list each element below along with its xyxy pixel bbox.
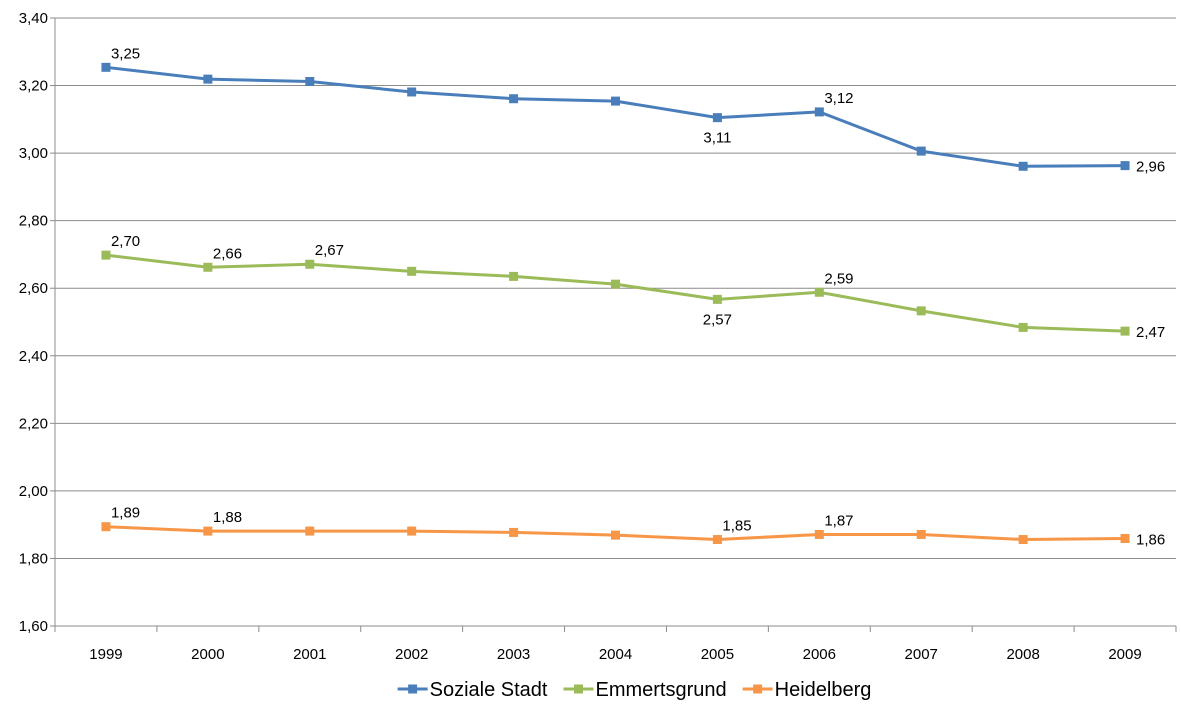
x-tick-label: 2005 xyxy=(701,646,734,663)
data-point xyxy=(814,107,824,117)
data-label: 2,57 xyxy=(703,311,732,328)
data-label: 1,89 xyxy=(111,505,140,522)
data-point xyxy=(712,113,722,123)
data-label: 2,59 xyxy=(824,270,853,287)
x-tick-label: 2009 xyxy=(1108,646,1141,663)
data-point xyxy=(916,529,926,539)
x-tick-label: 2001 xyxy=(293,646,326,663)
data-point xyxy=(1018,322,1028,332)
x-tick-label: 1999 xyxy=(89,646,122,663)
data-label: 1,87 xyxy=(824,512,853,529)
y-tick-label: 1,80 xyxy=(19,550,48,567)
data-label: 2,96 xyxy=(1136,159,1165,176)
data-point xyxy=(305,259,315,269)
data-point xyxy=(814,529,824,539)
data-point xyxy=(611,96,620,106)
legend-marker xyxy=(573,684,583,694)
data-point xyxy=(101,250,111,260)
data-point xyxy=(611,279,620,289)
data-point xyxy=(509,527,519,537)
y-tick-label: 2,40 xyxy=(19,348,48,365)
y-tick-label: 3,20 xyxy=(19,78,48,95)
data-point xyxy=(712,535,722,545)
data-point xyxy=(407,526,417,536)
data-label: 3,12 xyxy=(824,90,853,107)
legend-label: Soziale Stadt xyxy=(430,679,548,701)
data-point xyxy=(1018,535,1028,545)
data-label: 3,25 xyxy=(111,45,140,62)
data-label: 2,67 xyxy=(315,242,344,259)
series-line xyxy=(105,253,1126,333)
data-point xyxy=(407,266,417,276)
data-point xyxy=(203,74,213,84)
axes: 1,60 1,80 2,00 2,20 2,40 2,60 2,80 3,00 3,20 3,40… xyxy=(19,10,1177,663)
data-point xyxy=(509,271,519,281)
legend: Soziale Stadt Emmertsgrund Heidelberg xyxy=(397,679,872,701)
x-tick-label: 2008 xyxy=(1006,646,1039,663)
data-point xyxy=(814,287,824,297)
y-tick-label: 1,60 xyxy=(19,618,48,635)
series-line xyxy=(105,65,1126,168)
legend-label: Heidelberg xyxy=(775,679,872,701)
x-tick-label: 2002 xyxy=(395,646,428,663)
data-point xyxy=(1120,534,1130,544)
legend-marker xyxy=(408,684,418,694)
data-point xyxy=(101,522,111,532)
data-label: 2,47 xyxy=(1136,324,1165,341)
data-point xyxy=(712,294,722,304)
data-point xyxy=(1120,326,1130,336)
x-tick-label: 2006 xyxy=(803,646,836,663)
data-point xyxy=(305,526,315,536)
data-label: 1,88 xyxy=(213,509,242,526)
data-point xyxy=(305,77,315,87)
y-tick-label: 3,40 xyxy=(19,10,48,27)
data-label: 2,66 xyxy=(213,245,242,262)
x-tick-label: 2004 xyxy=(599,646,632,663)
y-tick-label: 2,20 xyxy=(19,415,48,432)
legend-label: Emmertsgrund xyxy=(595,679,726,701)
data-point xyxy=(1018,161,1028,171)
series-layer xyxy=(101,62,1130,545)
data-label: 3,11 xyxy=(703,130,731,147)
data-point xyxy=(203,526,213,536)
data-point xyxy=(1120,161,1130,171)
data-labels: 3,25 3,11 3,12 2,96 2,70 2,66 2,67 2,57 2,59 2,47… xyxy=(111,45,1165,548)
data-label: 2,70 xyxy=(111,233,140,250)
y-tick-label: 2,60 xyxy=(19,280,48,297)
legend-marker xyxy=(753,684,763,694)
y-tick-label: 2,00 xyxy=(19,483,48,500)
data-point xyxy=(916,306,926,316)
x-tick-label: 2003 xyxy=(497,646,530,663)
y-tick-label: 2,80 xyxy=(19,213,48,230)
data-point xyxy=(101,62,111,72)
data-label: 1,86 xyxy=(1136,532,1165,549)
data-point xyxy=(407,87,417,97)
x-tick-label: 2000 xyxy=(191,646,224,663)
data-point xyxy=(916,146,926,156)
data-point xyxy=(611,530,620,540)
data-point xyxy=(203,262,213,272)
data-point xyxy=(509,94,519,104)
x-tick-label: 2007 xyxy=(905,646,938,663)
data-label: 1,85 xyxy=(722,518,751,535)
y-tick-label: 3,00 xyxy=(19,145,48,162)
